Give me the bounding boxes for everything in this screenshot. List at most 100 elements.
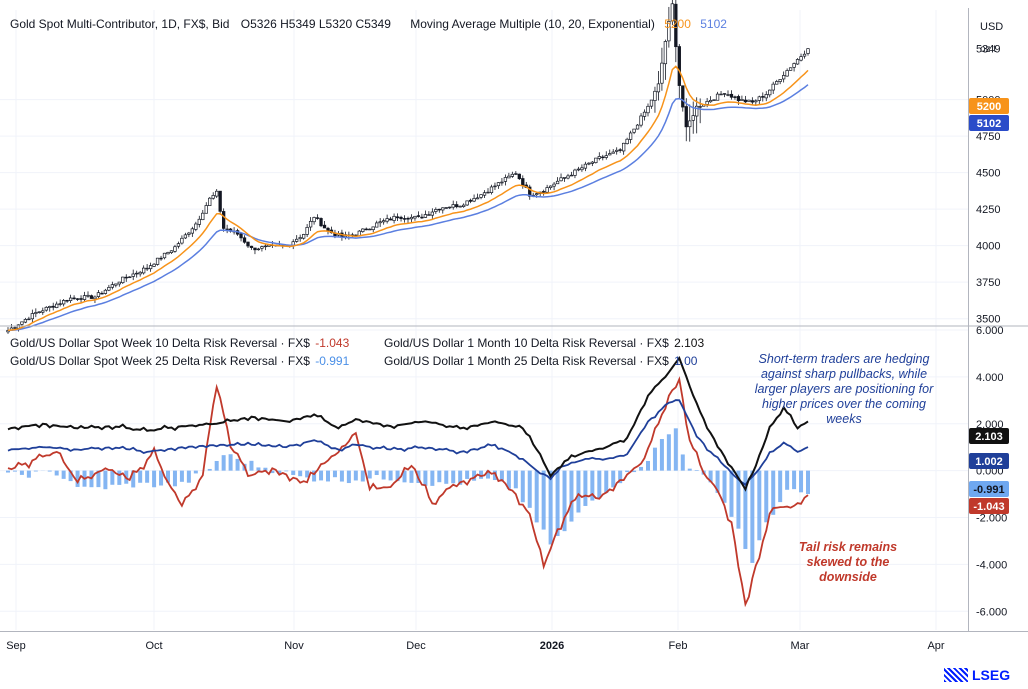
- rr-w25-bar: [326, 470, 330, 482]
- rr-w25-bar: [785, 470, 790, 490]
- candle-body: [79, 298, 83, 300]
- candle-body: [726, 94, 730, 96]
- instrument-name[interactable]: Gold Spot Multi-Contributor, 1D, FX$, Bi…: [10, 17, 230, 31]
- rr-w25-bar: [381, 470, 386, 480]
- candle-body: [371, 226, 375, 230]
- candle-body: [89, 295, 94, 299]
- time-label: Oct: [145, 640, 162, 652]
- rr-tick-label: -4.000: [976, 559, 1007, 571]
- candle-body: [674, 3, 678, 48]
- candle-body: [242, 237, 247, 243]
- rr-w25-bar: [145, 470, 150, 483]
- rr-w25-bar: [562, 470, 567, 532]
- candle-body: [222, 211, 226, 229]
- rr-w25-bar: [256, 467, 261, 471]
- candle-body: [152, 263, 156, 267]
- candle-body: [653, 90, 657, 101]
- candle-body: [155, 257, 160, 265]
- candle-body: [260, 246, 264, 249]
- candle-body: [322, 224, 327, 229]
- badge-ma-slow-bg: [969, 115, 1009, 131]
- rr-w25-bar: [19, 470, 24, 475]
- ema-10-line: [7, 65, 809, 332]
- candle-body: [806, 48, 810, 54]
- candle-body: [423, 214, 428, 218]
- w10-value: -1.043: [315, 336, 350, 350]
- candle-body: [319, 218, 323, 227]
- rr-w25-bar: [332, 470, 337, 478]
- rr-w25-bar: [479, 470, 484, 479]
- rr-w25-bar: [214, 460, 219, 471]
- candle-body: [368, 228, 372, 231]
- rr-w25-bar: [555, 470, 560, 537]
- candle-body: [670, 3, 674, 22]
- candle-body: [663, 41, 668, 65]
- candle-body: [378, 221, 382, 224]
- rr-w25-bar: [298, 470, 303, 477]
- candle-body: [500, 181, 504, 184]
- candle-body: [688, 120, 692, 128]
- rr-w25-bar: [520, 470, 525, 503]
- candle-body: [395, 216, 400, 219]
- candle-body: [715, 93, 720, 101]
- rr-legend-row1b: Gold/US Dollar 1 Month 10 Delta Risk Rev…: [384, 336, 706, 350]
- candle-body: [555, 180, 560, 185]
- rr-w25-bar: [284, 470, 289, 472]
- candle-body: [173, 246, 177, 252]
- m10-value: 2.103: [674, 336, 705, 350]
- rr-w25-bar: [152, 470, 157, 488]
- time-label: Sep: [6, 640, 26, 652]
- w25-label[interactable]: Gold/US Dollar Spot Week 25 Delta Risk R…: [10, 354, 310, 368]
- rr-w25-bar: [590, 470, 595, 501]
- rr-w25-bar: [117, 470, 122, 485]
- rr-w25-bar: [68, 470, 73, 482]
- candle-body: [194, 223, 198, 230]
- time-label: Nov: [284, 640, 304, 652]
- w10-label[interactable]: Gold/US Dollar Spot Week 10 Delta Risk R…: [10, 336, 310, 350]
- candle-body: [23, 319, 28, 323]
- rr-w25-bar: [659, 439, 664, 471]
- candle-body: [65, 300, 69, 302]
- candle-body: [364, 228, 368, 231]
- ma-fast-value: 5200: [664, 17, 691, 31]
- candle-body: [437, 208, 441, 211]
- candle-body: [131, 273, 135, 277]
- price-tick-label: 5349: [976, 44, 1000, 56]
- m25-label[interactable]: Gold/US Dollar 1 Month 25 Delta Risk Rev…: [384, 354, 669, 368]
- rr-legend-row2b: Gold/US Dollar 1 Month 25 Delta Risk Rev…: [384, 354, 699, 368]
- rr-w25-bar: [680, 454, 685, 471]
- time-label: Feb: [669, 640, 688, 652]
- ma-indicator-label[interactable]: Moving Average Multiple (10, 20, Exponen…: [410, 17, 655, 31]
- candle-body: [684, 106, 688, 128]
- rr-w25-bar: [374, 470, 379, 476]
- candle-body: [601, 156, 605, 159]
- rr-w25-bar: [583, 470, 588, 506]
- candle-body: [768, 89, 772, 96]
- rr-w25-bar: [715, 470, 720, 493]
- candle-body: [388, 218, 393, 221]
- candle-body: [566, 175, 570, 179]
- rr-m10-line: [7, 356, 809, 492]
- price-axis-ticks: 35003750400042504500475050005349USDoz t: [976, 21, 1003, 326]
- candle-body: [559, 177, 563, 182]
- candle-body: [315, 217, 320, 219]
- rr-w25-bar: [444, 470, 449, 484]
- rr-w25-bar: [103, 470, 108, 490]
- candle-body: [615, 149, 619, 152]
- candle-body: [486, 191, 490, 194]
- rr-w25-bar: [492, 470, 497, 481]
- candle-body: [611, 151, 615, 154]
- price-tick-label: 3500: [976, 314, 1000, 326]
- rr-w25-bar: [771, 470, 776, 515]
- candle-body: [239, 233, 243, 239]
- candle-body: [482, 192, 487, 196]
- candle-body: [44, 306, 48, 311]
- candle-body: [138, 271, 142, 275]
- rr-legend-row1: Gold/US Dollar Spot Week 10 Delta Risk R…: [10, 336, 351, 350]
- rr-w25-bar: [430, 470, 435, 486]
- ohlc-readout: O5326 H5349 L5320 C5349: [240, 17, 391, 31]
- m10-label[interactable]: Gold/US Dollar 1 Month 10 Delta Risk Rev…: [384, 336, 669, 350]
- candle-body: [110, 284, 114, 288]
- rr-w25-bar: [625, 470, 630, 473]
